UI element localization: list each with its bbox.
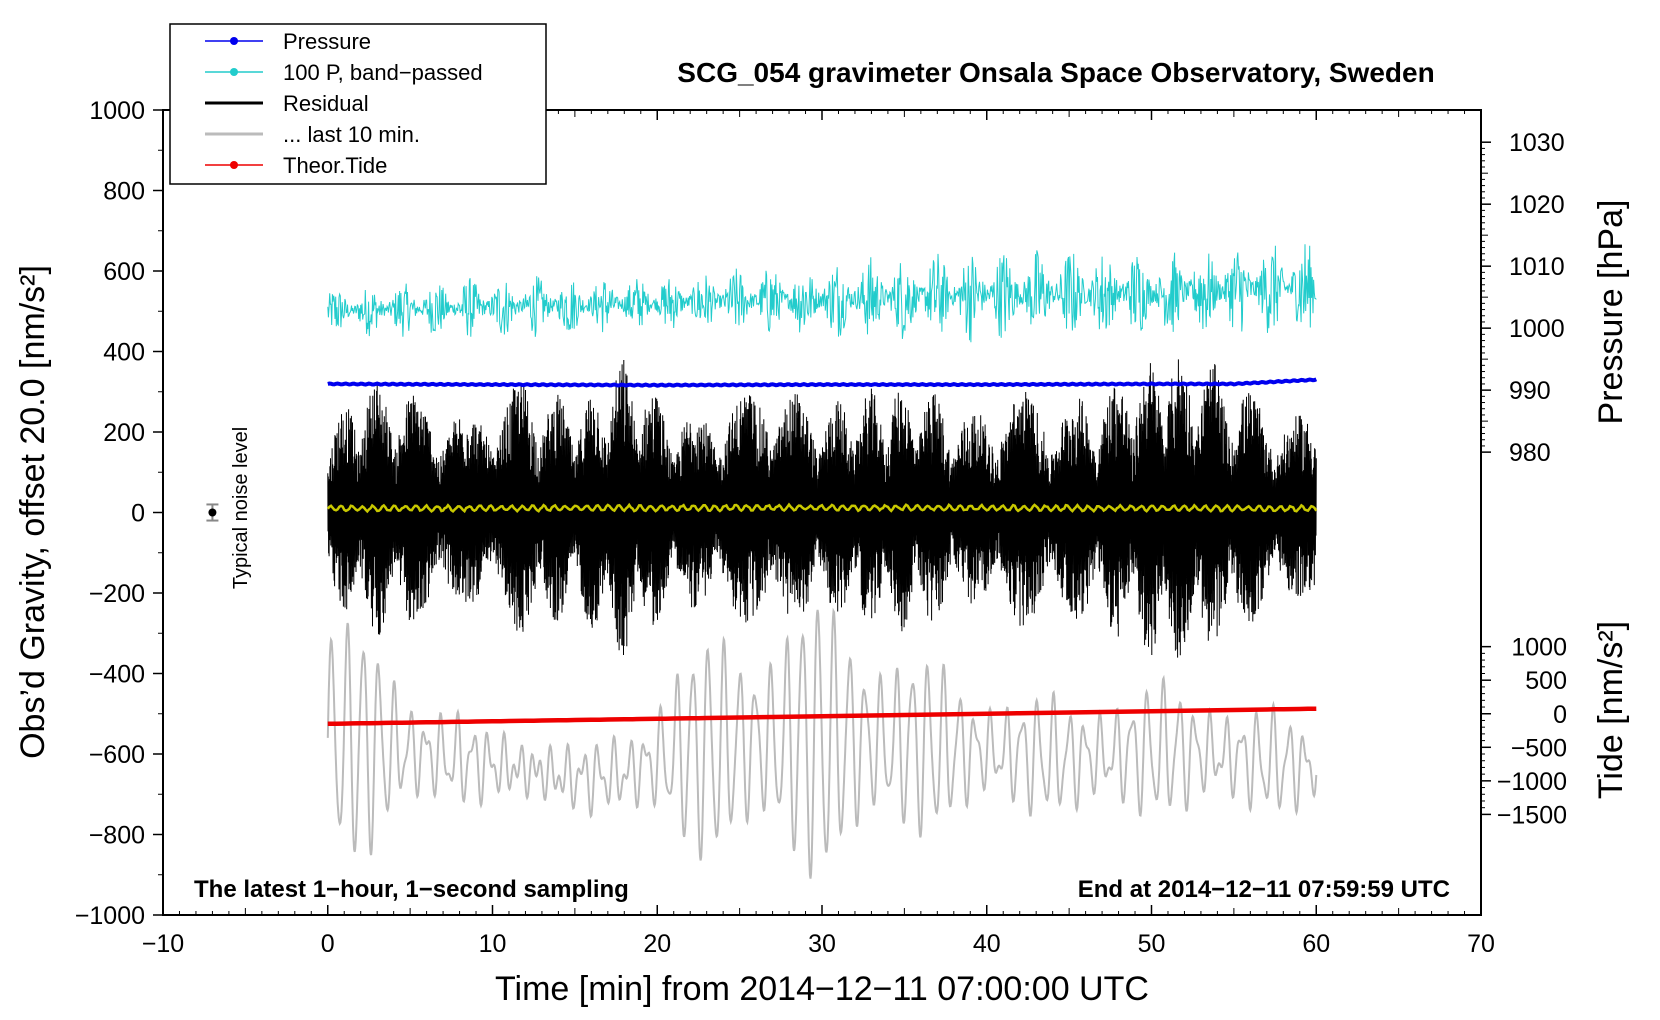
x-tick-label: 40	[973, 930, 1001, 958]
left-y-axis: −1000 −800 −600 −400 −200 0 200 400 600 800 1000	[75, 97, 163, 930]
tide-axis: −1500 −1000 −500 0 500 1000	[1481, 634, 1567, 829]
legend-label: Pressure	[283, 29, 371, 54]
left-tick-label: 600	[103, 258, 145, 286]
legend-label: Residual	[283, 91, 369, 116]
legend-items: Pressure 100 P, band−passed Residual ... la…	[205, 29, 483, 178]
noise-point	[208, 508, 217, 517]
x-tick-label: 50	[1138, 930, 1166, 958]
left-tick-label: 0	[131, 500, 145, 528]
pressure-tick-label: 980	[1509, 439, 1551, 467]
legend-label: Theor.Tide	[283, 153, 387, 178]
left-axis-title: Obs’d Gravity, offset 20.0 [nm/s²]	[14, 265, 52, 759]
pressure-tick-label: 990	[1509, 377, 1551, 405]
tide-tick-label: −500	[1511, 734, 1567, 762]
residual-series	[327, 359, 1317, 658]
band-passed-pressure-series	[327, 244, 1317, 343]
left-tick-label: −400	[89, 661, 145, 689]
pressure-axis: 980 990 1000 1010 1020 1030	[1481, 129, 1565, 467]
tide-axis-title: Tide [nm/s²]	[1592, 621, 1630, 799]
tide-tick-label: 500	[1525, 667, 1567, 695]
legend-marker	[230, 68, 238, 76]
legend-label: ... last 10 min.	[283, 122, 420, 147]
noise-level-label: Typical noise level	[230, 427, 252, 589]
series-layer	[326, 244, 1318, 879]
last-10-min-series	[326, 607, 1318, 879]
x-tick-label: 10	[479, 930, 507, 958]
tide-tick-label: −1000	[1497, 768, 1567, 796]
annotation-end-time: End at 2014−12−11 07:59:59 UTC	[1078, 876, 1450, 903]
left-tick-label: 800	[103, 178, 145, 206]
x-tick-label: 60	[1302, 930, 1330, 958]
x-axis-title: Time [min] from 2014−12−11 07:00:00 UTC	[495, 970, 1149, 1008]
tide-tick-label: 0	[1553, 701, 1567, 729]
pressure-series	[327, 377, 1318, 388]
x-tick-label: −10	[142, 930, 184, 958]
pressure-axis-title: Pressure [hPa]	[1592, 200, 1630, 425]
x-axis: −10 0 10 20 30 40 50 60 70	[142, 110, 1495, 958]
left-tick-label: 200	[103, 419, 145, 447]
theor-tide-series	[327, 706, 1317, 727]
legend-marker	[230, 161, 238, 169]
legend: Pressure 100 P, band−passed Residual ... la…	[169, 23, 547, 185]
left-tick-label: −800	[89, 822, 145, 850]
left-tick-label: −200	[89, 580, 145, 608]
x-tick-label: 0	[321, 930, 335, 958]
legend-label: 100 P, band−passed	[283, 60, 483, 85]
left-tick-label: 1000	[89, 97, 145, 125]
annotation-sampling: The latest 1−hour, 1−second sampling	[194, 876, 629, 903]
chart-title: SCG_054 gravimeter Onsala Space Observat…	[677, 57, 1434, 88]
tide-tick-label: −1500	[1497, 801, 1567, 829]
pressure-tick-label: 1000	[1509, 315, 1565, 343]
x-tick-label: 20	[643, 930, 671, 958]
tide-tick-label: 1000	[1511, 634, 1567, 662]
noise-level-marker	[206, 503, 219, 522]
left-tick-label: 400	[103, 339, 145, 367]
pressure-tick-label: 1010	[1509, 253, 1565, 281]
pressure-tick-label: 1030	[1509, 129, 1565, 157]
residual-smoothed-series	[326, 502, 1318, 514]
x-tick-label: 30	[808, 930, 836, 958]
left-tick-label: −1000	[75, 902, 145, 930]
legend-marker	[230, 37, 238, 45]
pressure-tick-label: 1020	[1509, 191, 1565, 219]
x-tick-label: 70	[1467, 930, 1495, 958]
left-tick-label: −600	[89, 741, 145, 769]
